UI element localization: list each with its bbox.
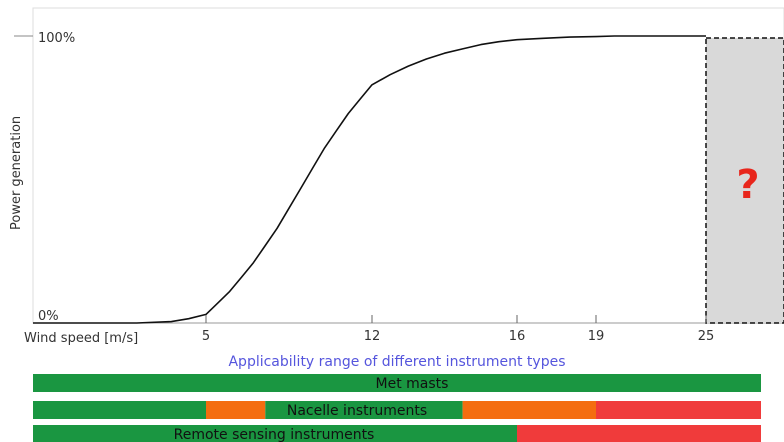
power-curve	[33, 35, 706, 324]
bar-segment-2-1	[517, 425, 761, 442]
y-tick-label-100: 100%	[38, 31, 75, 46]
bar-segment-1-4	[596, 401, 761, 419]
unknown-question-mark: ?	[736, 162, 759, 208]
y-tick-label-0: 0%	[38, 309, 59, 324]
bar-segment-0-0	[33, 374, 761, 392]
bar-segment-1-2	[265, 401, 463, 419]
bar-segment-1-0	[33, 401, 206, 419]
unknown-region-box	[705, 37, 784, 324]
x-ticks: 5 12 16 19 25	[202, 315, 714, 344]
x-tick-label-19: 19	[588, 329, 605, 344]
instrument-label-0: Met masts	[376, 376, 449, 392]
instrument-label-1: Nacelle instruments	[287, 403, 427, 419]
bar-segment-1-1	[206, 401, 266, 419]
unknown-region: ?	[705, 37, 784, 324]
chart-subtitle: Applicability range of different instrum…	[228, 354, 565, 370]
bar-segment-2-0	[33, 425, 517, 442]
power-curve-line	[33, 35, 706, 324]
x-tick-label-12: 12	[364, 329, 381, 344]
plot-border	[32, 7, 784, 324]
bar-segment-1-3	[462, 401, 596, 419]
instrument-label-2: Remote sensing instruments	[174, 427, 375, 442]
plot-frame	[14, 7, 784, 324]
x-tick-label-5: 5	[202, 329, 210, 344]
instrument-bars: Met masts Nacelle instruments Remote sensi…	[33, 374, 761, 442]
y-axis-label: Power generation	[9, 116, 24, 230]
x-tick-label-25: 25	[698, 329, 715, 344]
x-axis-label: Wind speed [m/s]	[24, 331, 138, 346]
x-tick-label-16: 16	[509, 329, 526, 344]
